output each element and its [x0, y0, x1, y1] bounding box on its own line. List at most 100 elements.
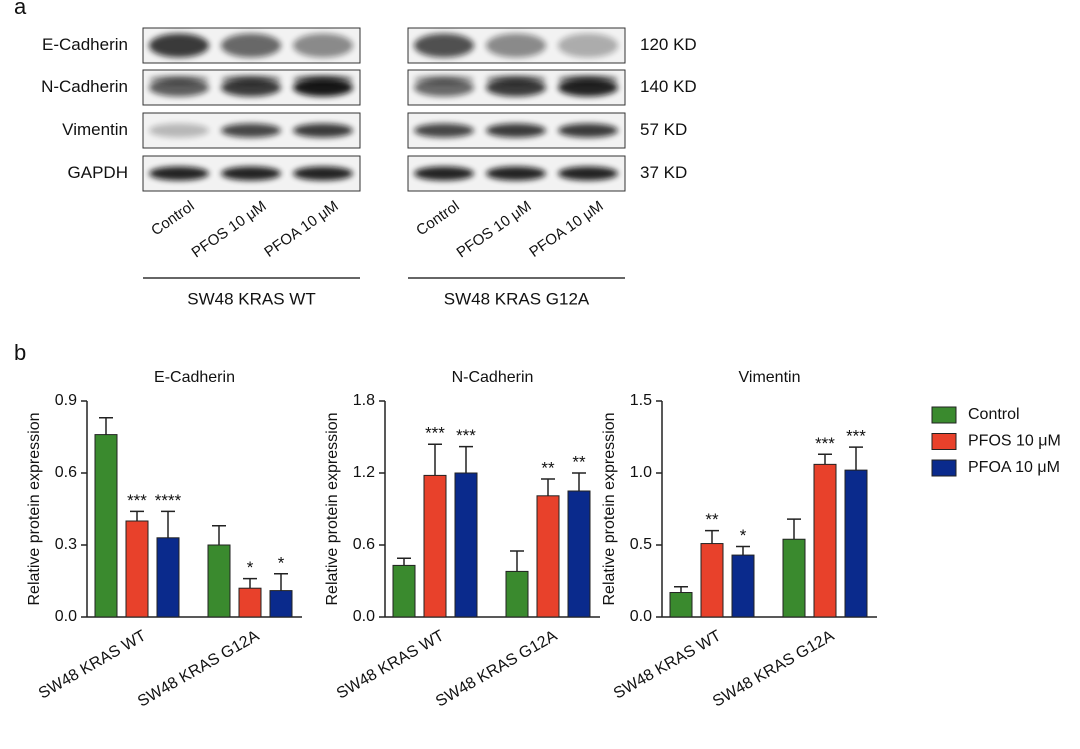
y-axis-label: Relative protein expression	[601, 413, 618, 606]
error-bar	[130, 510, 144, 521]
error-bar	[161, 510, 175, 538]
blot-row-label: GAPDH	[68, 163, 128, 182]
y-tick-label: 0.0	[630, 608, 652, 625]
blot-row-label: Vimentin	[62, 120, 128, 139]
error-bar	[510, 550, 524, 572]
blot-band	[486, 75, 546, 84]
y-tick-label: 0.6	[353, 536, 375, 553]
bar	[94, 434, 118, 618]
legend-label: Control	[968, 406, 1020, 423]
blot-band	[293, 123, 353, 138]
significance-label: **	[705, 510, 719, 529]
y-tick-label: 0.6	[55, 464, 77, 481]
y-tick-label: 0.5	[630, 536, 652, 553]
lane-label: PFOS 10 μM	[189, 198, 270, 262]
blot-size-label: 57 KD	[640, 120, 687, 139]
significance-label: ***	[425, 424, 445, 443]
blot-band	[414, 33, 474, 58]
error-bar	[541, 478, 555, 496]
error-bar	[274, 573, 288, 591]
blot-band	[558, 75, 618, 84]
bar	[813, 463, 837, 618]
lane-label: PFOA 10 μM	[526, 198, 606, 261]
y-tick-label: 0.9	[55, 392, 77, 409]
blot-band	[221, 33, 281, 58]
bar	[454, 472, 478, 618]
y-axis-label: Relative protein expression	[26, 413, 43, 606]
blot-size-label: 37 KD	[640, 163, 687, 182]
blot-band	[414, 166, 474, 181]
bar	[156, 537, 180, 618]
significance-label: ***	[846, 427, 866, 446]
blot-row-label: E-Cadherin	[42, 35, 128, 54]
blot-band	[558, 33, 618, 58]
group-label: SW48 KRAS G12A	[444, 289, 590, 308]
bar	[700, 543, 724, 618]
error-bar	[705, 529, 719, 544]
y-tick-label: 0.0	[353, 608, 375, 625]
bar	[782, 538, 806, 618]
bar	[505, 570, 529, 618]
error-bar	[849, 446, 863, 471]
x-tick-label: SW48 KRAS WT	[36, 627, 149, 702]
x-tick-label: SW48 KRAS G12A	[710, 627, 837, 710]
bar	[731, 554, 755, 618]
blot-band	[149, 123, 209, 138]
panel-label: b	[14, 340, 26, 365]
blot-band	[486, 123, 546, 138]
blot-band	[414, 123, 474, 138]
legend-label: PFOS 10 μM	[968, 433, 1061, 450]
bar	[536, 495, 560, 618]
blot-band	[149, 78, 209, 97]
error-bar	[572, 472, 586, 491]
significance-label: *	[278, 553, 285, 572]
blot-band	[414, 75, 474, 84]
blot-band	[293, 166, 353, 181]
blot-band	[558, 78, 618, 97]
x-tick-label: SW48 KRAS WT	[611, 627, 724, 702]
bar	[238, 587, 262, 618]
significance-label: **	[572, 452, 586, 471]
bar	[423, 474, 447, 618]
blot-size-label: 120 KD	[640, 35, 697, 54]
legend-swatch	[931, 406, 957, 424]
legend-swatch	[931, 433, 957, 450]
lane-label: PFOS 10 μM	[454, 198, 535, 262]
blot-band	[221, 166, 281, 181]
chart-title: E-Cadherin	[154, 369, 235, 386]
blot-band	[558, 123, 618, 138]
blot-band	[149, 166, 209, 181]
group-label: SW48 KRAS WT	[187, 289, 315, 308]
error-bar	[787, 518, 801, 540]
significance-label: *	[247, 558, 254, 577]
blot-band	[486, 166, 546, 181]
y-axis-label: Relative protein expression	[324, 413, 341, 606]
lane-label: PFOA 10 μM	[261, 198, 341, 261]
x-tick-label: SW48 KRAS G12A	[433, 627, 560, 710]
error-bar	[428, 443, 442, 476]
error-bar	[818, 453, 832, 465]
blot-band	[293, 33, 353, 58]
significance-label: **	[541, 458, 555, 477]
significance-label: ***	[127, 491, 147, 510]
blot-band	[293, 78, 353, 97]
y-tick-label: 1.5	[630, 392, 652, 409]
significance-label: ****	[155, 491, 182, 510]
error-bar	[459, 445, 473, 473]
blot-band	[414, 78, 474, 97]
lane-label: Control	[148, 198, 197, 240]
bar	[269, 590, 293, 618]
bar	[392, 564, 416, 618]
blot-band	[221, 123, 281, 138]
bar	[844, 469, 868, 618]
significance-label: ***	[815, 434, 835, 453]
error-bar	[674, 586, 688, 593]
error-bar	[212, 525, 226, 545]
bar	[207, 544, 231, 618]
blot-row-label: N-Cadherin	[41, 77, 128, 96]
y-tick-label: 0.3	[55, 536, 77, 553]
blot-band	[149, 75, 209, 84]
y-tick-label: 1.8	[353, 392, 375, 409]
blot-band	[221, 78, 281, 97]
